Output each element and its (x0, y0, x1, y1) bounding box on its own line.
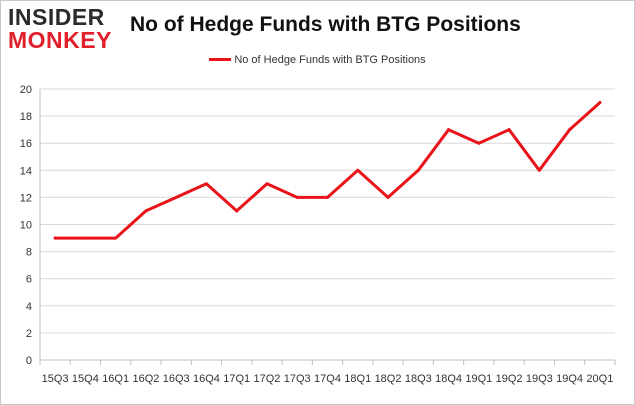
data-point (83, 236, 87, 240)
data-point (447, 128, 451, 132)
x-tick-label: 19Q2 (496, 373, 523, 385)
x-tick-label: 17Q2 (254, 373, 281, 385)
data-point (295, 195, 299, 199)
data-point (204, 182, 208, 186)
gridlines (40, 88, 615, 334)
x-tick-label: 17Q4 (314, 373, 341, 385)
data-point (477, 141, 481, 145)
x-tick-label: 18Q2 (375, 373, 402, 385)
y-tick-label: 16 (20, 138, 32, 150)
data-point (174, 195, 178, 199)
data-point (114, 236, 118, 240)
x-tick-label: 17Q3 (284, 373, 311, 385)
y-tick-label: 2 (26, 328, 32, 340)
y-axis-ticks: 0 2 4 6 8 10 12 14 16 18 20 (20, 84, 32, 367)
data-point (53, 236, 57, 240)
y-tick-label: 20 (20, 84, 32, 96)
x-tick-label: 16Q4 (193, 373, 220, 385)
data-point (265, 182, 269, 186)
series (53, 101, 602, 240)
x-tick-label: 16Q1 (102, 373, 129, 385)
data-point (537, 168, 541, 172)
data-point (598, 101, 602, 105)
x-tick-label: 17Q1 (223, 373, 250, 385)
y-tick-label: 4 (26, 301, 32, 313)
y-tick-label: 14 (20, 165, 32, 177)
y-tick-label: 12 (20, 192, 32, 204)
legend-swatch (209, 57, 232, 61)
insider-monkey-logo: INSIDER MONKEY (8, 6, 118, 52)
data-point (326, 195, 329, 199)
x-tick-label: 18Q4 (435, 373, 462, 385)
x-axis-ticks: 15Q3 15Q4 16Q1 16Q2 16Q3 16Q4 17Q1 17Q2 17Q3 17Q4… (42, 373, 614, 385)
y-tick-label: 6 (26, 274, 32, 286)
x-tick-label: 19Q4 (556, 373, 583, 385)
chart-legend: No of Hedge Funds with BTG Positions (0, 54, 635, 72)
logo-line1: INSIDER (8, 4, 105, 30)
y-tick-label: 8 (26, 247, 32, 259)
x-tick-label: 18Q3 (405, 373, 432, 385)
logo-line2: MONKEY (8, 27, 112, 53)
x-tick-label: 15Q3 (42, 373, 69, 385)
data-point (507, 128, 511, 132)
data-point (568, 128, 572, 132)
x-tick-label: 16Q2 (132, 373, 159, 385)
y-tick-label: 10 (20, 220, 32, 232)
data-point (386, 195, 390, 199)
data-point (235, 209, 239, 213)
x-tick-label: 19Q3 (526, 373, 553, 385)
y-tick-label: 0 (26, 355, 32, 367)
x-tick-label: 16Q3 (163, 373, 190, 385)
x-tick-label: 19Q1 (465, 373, 492, 385)
chart-title: No of Hedge Funds with BTG Positions (130, 13, 521, 36)
data-point (356, 168, 360, 172)
data-point (416, 168, 420, 172)
x-tick-label: 20Q1 (586, 373, 613, 385)
x-tick-label: 15Q4 (72, 373, 99, 385)
data-point (144, 209, 148, 213)
axes (39, 89, 616, 365)
x-tick-label: 18Q1 (344, 373, 371, 385)
y-tick-label: 18 (20, 111, 32, 123)
legend-label: No of Hedge Funds with BTG Positions (234, 54, 426, 66)
